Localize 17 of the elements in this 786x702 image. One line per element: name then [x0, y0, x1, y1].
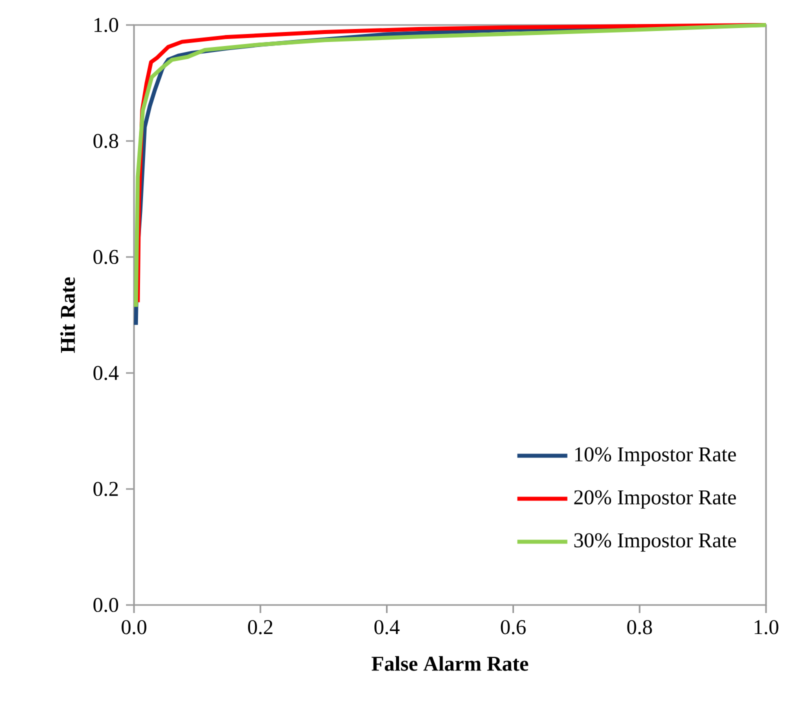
y-axis-title: Hit Rate — [60, 277, 75, 353]
x-tick-label: 0.8 — [627, 620, 652, 634]
x-tick-label: 0.4 — [374, 620, 400, 634]
y-tick-label: 0.4 — [93, 366, 119, 380]
x-axis-title: False Alarm Rate — [372, 656, 528, 671]
legend-label: 30% Impostor Rate — [574, 533, 736, 552]
x-tick-label: 0.6 — [500, 620, 526, 634]
x-tick-label: 0.0 — [122, 620, 146, 634]
x-tick-label: 0.2 — [248, 620, 272, 634]
y-tick-label: 0.8 — [93, 134, 118, 148]
legend-label: 10% Impostor Rate — [575, 447, 736, 466]
y-tick-label: 0.6 — [93, 250, 118, 264]
legend-label: 20% Impostor Rate — [574, 490, 736, 509]
y-tick-label: 1.0 — [94, 18, 118, 32]
x-tick-label: 1.0 — [754, 620, 778, 634]
y-tick-label: 0.0 — [93, 598, 118, 612]
y-tick-label: 0.2 — [93, 482, 118, 496]
